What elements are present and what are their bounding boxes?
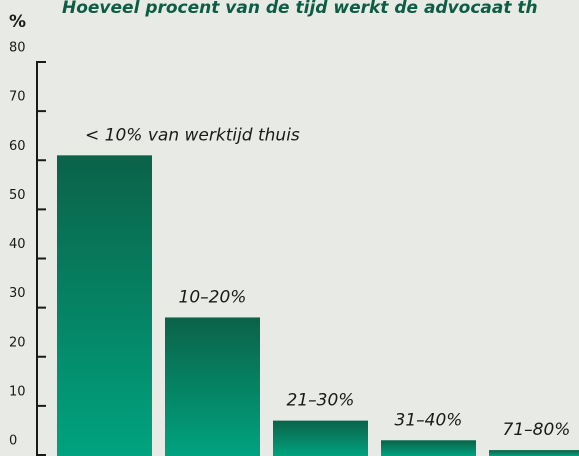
y-tick-label: 30	[9, 286, 26, 301]
category-label: 31–40%	[395, 410, 463, 430]
y-tick-label: 0	[9, 434, 17, 449]
category-label: 10–20%	[179, 287, 247, 307]
y-tick-label: 40	[9, 237, 26, 252]
y-tick-label: 70	[9, 90, 26, 105]
bar	[489, 450, 579, 456]
category-label: 21–30%	[287, 391, 355, 411]
bar	[165, 317, 260, 456]
y-tick-label: 20	[9, 335, 26, 350]
bar	[57, 155, 152, 456]
y-tick-label: 50	[9, 188, 26, 203]
category-label: < 10% van werktijd thuis	[85, 125, 300, 145]
y-axis-label: %	[9, 12, 26, 32]
y-tick-label: 80	[9, 41, 26, 56]
y-tick-label: 60	[9, 139, 26, 154]
y-tick-label: 10	[9, 384, 26, 399]
chart-title: Hoeveel procent van de tijd werkt de adv…	[62, 0, 538, 18]
category-label: 71–80%	[503, 420, 571, 440]
bar	[273, 420, 368, 456]
bar	[381, 440, 476, 456]
